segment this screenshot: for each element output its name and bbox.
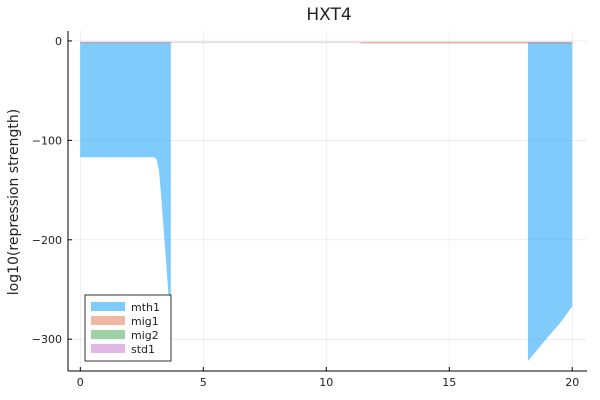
legend-swatch-mig1 [91, 316, 125, 325]
legend-label-mig1: mig1 [131, 315, 159, 328]
tick-labels: 0 5 10 15 20 0 −100 −200 −300 [32, 35, 579, 389]
x-tick-label: 5 [200, 376, 207, 389]
y-tick-label: −200 [32, 234, 62, 247]
area-mig1 [527, 42, 573, 44]
area-mig1 [360, 42, 528, 44]
axes [67, 31, 587, 372]
area-mth1 [527, 42, 573, 362]
legend-swatch-mig2 [91, 330, 125, 339]
x-tick-label: 10 [319, 376, 333, 389]
x-tick-label: 15 [442, 376, 456, 389]
area-std1 [80, 41, 573, 43]
y-tick-label: 0 [55, 35, 62, 48]
chart-title: HXT4 [306, 5, 351, 25]
area-mth1 [80, 42, 171, 340]
x-tick-label: 0 [77, 376, 84, 389]
x-tick-label: 20 [565, 376, 579, 389]
series-areas [80, 41, 573, 362]
y-tick-label: −100 [32, 134, 62, 147]
legend-label-mth1: mth1 [131, 301, 160, 314]
area-mig1 [80, 42, 172, 44]
legend-swatch-mth1 [91, 302, 125, 311]
legend-label-std1: std1 [131, 343, 155, 356]
y-axis-label: log10(repression strength) [6, 109, 22, 295]
y-tick-label: −300 [32, 333, 62, 346]
legend-label-mig2: mig2 [131, 329, 159, 342]
legend-swatch-std1 [91, 344, 125, 353]
